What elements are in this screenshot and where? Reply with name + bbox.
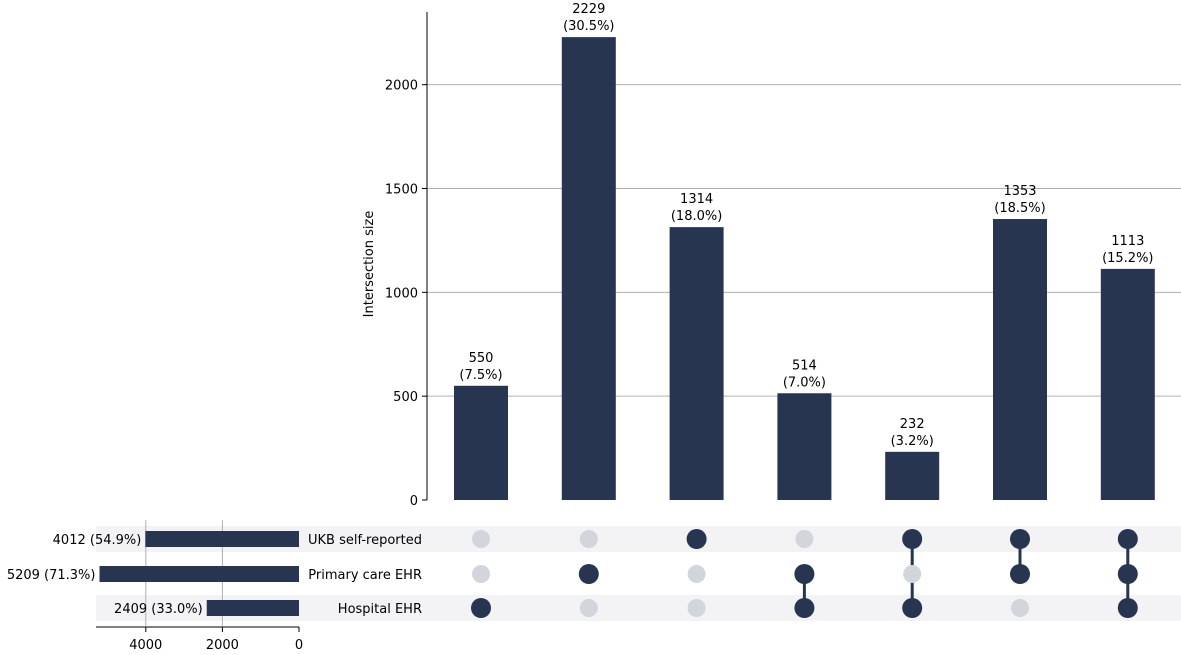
- matrix-dot-active: [1117, 598, 1138, 618]
- intersection-bar: [561, 37, 616, 501]
- matrix-dot-inactive: [903, 565, 922, 583]
- intersection-bar: [993, 219, 1047, 500]
- y-tick-label: 1500: [385, 183, 418, 198]
- intersection-bar: [885, 451, 940, 500]
- intersection-bar-label: 1113 (15.2%): [1102, 234, 1153, 266]
- matrix-dot-active: [794, 564, 815, 584]
- intersection-bar-label-line: (3.2%): [891, 434, 934, 449]
- intersection-bar-label: 2229 (30.5%): [563, 2, 614, 34]
- matrix-dot-active: [902, 529, 923, 549]
- intersection-bar-label-line: (15.2%): [1102, 251, 1153, 266]
- intersection-bar-label: 1314 (18.0%): [671, 192, 722, 224]
- set-x-tick-label: 4000: [129, 638, 162, 651]
- matrix-dot-active: [686, 529, 707, 549]
- y-axis: 0 500 1000 1500 2000 Intersection size: [362, 12, 428, 509]
- matrix-dot-inactive: [472, 530, 490, 548]
- set-size-bar: [145, 531, 299, 547]
- intersection-bar-label: 514 (7.0%): [783, 358, 826, 390]
- intersection-bar-label-line: 550: [469, 351, 494, 366]
- intersection-bar-label-line: 1314: [680, 192, 713, 207]
- intersection-bar-label-line: 232: [900, 417, 925, 432]
- matrix-dot-active: [1117, 529, 1138, 549]
- intersection-bar-label-line: (7.0%): [783, 375, 826, 390]
- matrix-dot-active: [471, 598, 491, 618]
- intersection-bar-label-line: (30.5%): [563, 19, 614, 34]
- set-x-tick-label: 2000: [206, 638, 239, 651]
- set-size-bars: 4012 (54.9%) 5209 (71.3%) 2409 (33.0%) 4000…: [7, 520, 303, 653]
- matrix-dot-inactive: [472, 565, 490, 583]
- intersection-bar-label-line: 514: [792, 358, 817, 373]
- intersection-bar-label-line: (7.5%): [459, 368, 502, 383]
- matrix-dot-active: [1117, 564, 1138, 584]
- intersection-bar-label-line: (18.5%): [994, 201, 1045, 216]
- matrix-dot-inactive: [795, 530, 814, 548]
- set-name-label: Hospital EHR: [338, 602, 422, 617]
- set-size-label: 5209 (71.3%): [7, 568, 96, 583]
- intersection-bar-label: 232 (3.2%): [891, 417, 934, 449]
- intersection-bar-label-line: 1353: [1003, 184, 1036, 199]
- intersection-bar: [454, 385, 508, 500]
- matrix-dot-inactive: [579, 530, 598, 548]
- set-size-bar: [206, 600, 299, 616]
- grid-lines: [427, 84, 1181, 397]
- intersection-bars: 550 (7.5%) 2229 (30.5%) 1314 (18.0%) 514 (7.0%)…: [454, 2, 1155, 501]
- y-tick-label: 2000: [385, 79, 418, 94]
- intersection-bar: [1100, 268, 1155, 500]
- intersection-bar-label-line: 2229: [572, 2, 605, 17]
- intersection-bar-label: 1353 (18.5%): [994, 184, 1045, 216]
- set-name-label: Primary care EHR: [308, 568, 422, 583]
- set-name-label: UKB self-reported: [308, 533, 422, 548]
- intersection-bar-label: 550 (7.5%): [459, 351, 502, 383]
- matrix-bands: [96, 526, 1181, 621]
- y-tick-label: 0: [410, 494, 418, 509]
- intersection-bar-label-line: 1113: [1111, 234, 1144, 249]
- membership-matrix: UKB self-reported Primary care EHR Hospita…: [308, 529, 1138, 618]
- matrix-dot-active: [578, 564, 599, 584]
- y-tick-label: 500: [393, 390, 418, 405]
- matrix-dot-active: [902, 598, 923, 618]
- matrix-dot-active: [794, 598, 815, 618]
- matrix-dot-active: [1010, 529, 1030, 549]
- intersection-bar: [669, 227, 724, 500]
- matrix-dot-inactive: [579, 599, 598, 617]
- matrix-dot-inactive: [687, 599, 706, 617]
- set-size-label: 2409 (33.0%): [114, 602, 203, 617]
- intersection-bar-label-line: (18.0%): [671, 209, 722, 224]
- matrix-dot-inactive: [687, 565, 706, 583]
- matrix-dot-inactive: [1011, 599, 1029, 617]
- y-tick-label: 1000: [385, 286, 418, 301]
- set-size-label: 4012 (54.9%): [53, 533, 142, 548]
- set-size-bar: [99, 566, 299, 582]
- intersection-bar: [777, 393, 832, 500]
- set-x-tick-label: 0: [295, 638, 303, 651]
- matrix-dot-active: [1010, 564, 1030, 584]
- y-axis-label: Intersection size: [362, 211, 377, 318]
